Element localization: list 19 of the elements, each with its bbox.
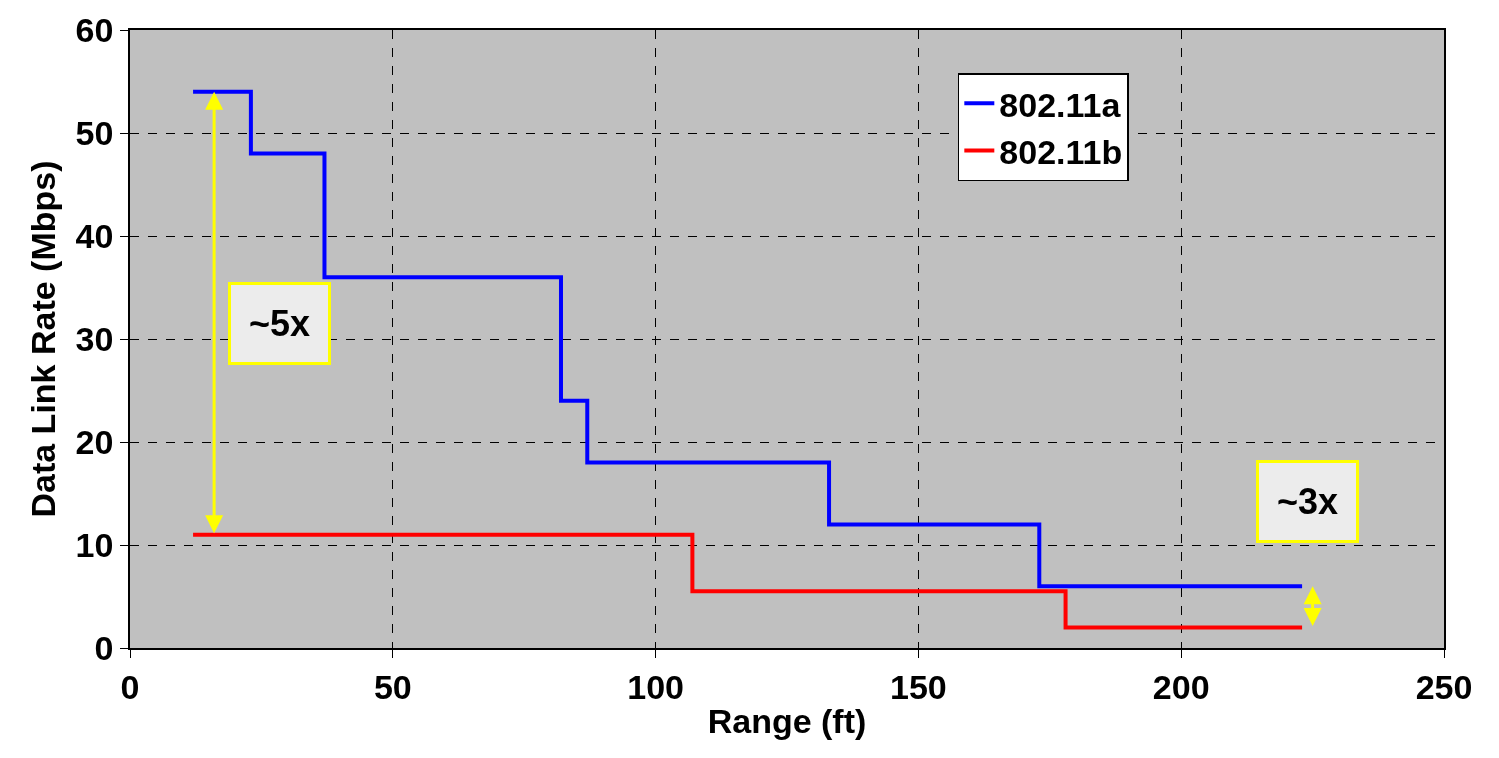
annotation: ~3x: [1277, 481, 1339, 522]
legend-label: 802.11b: [999, 132, 1123, 171]
x-tick-label: 0: [120, 667, 140, 706]
x-tick-label: 250: [1415, 667, 1473, 706]
y-tick-label: 30: [75, 319, 114, 358]
legend-label: 802.11a: [999, 85, 1122, 124]
x-tick-label: 150: [890, 667, 947, 706]
y-tick-label: 10: [75, 525, 114, 564]
y-tick-label: 50: [75, 113, 114, 152]
y-axis-title: Data Link Rate (Mbps): [23, 160, 62, 518]
x-tick-label: 200: [1152, 667, 1210, 706]
y-tick-label: 0: [94, 628, 114, 667]
x-tick-label: 100: [627, 667, 684, 706]
y-tick-label: 20: [75, 422, 114, 461]
x-tick-label: 50: [373, 667, 412, 706]
annotation: ~5x: [249, 303, 311, 344]
y-tick-label: 40: [75, 216, 114, 255]
y-tick-label: 60: [75, 10, 114, 49]
x-axis-title: Range (ft): [707, 702, 867, 741]
